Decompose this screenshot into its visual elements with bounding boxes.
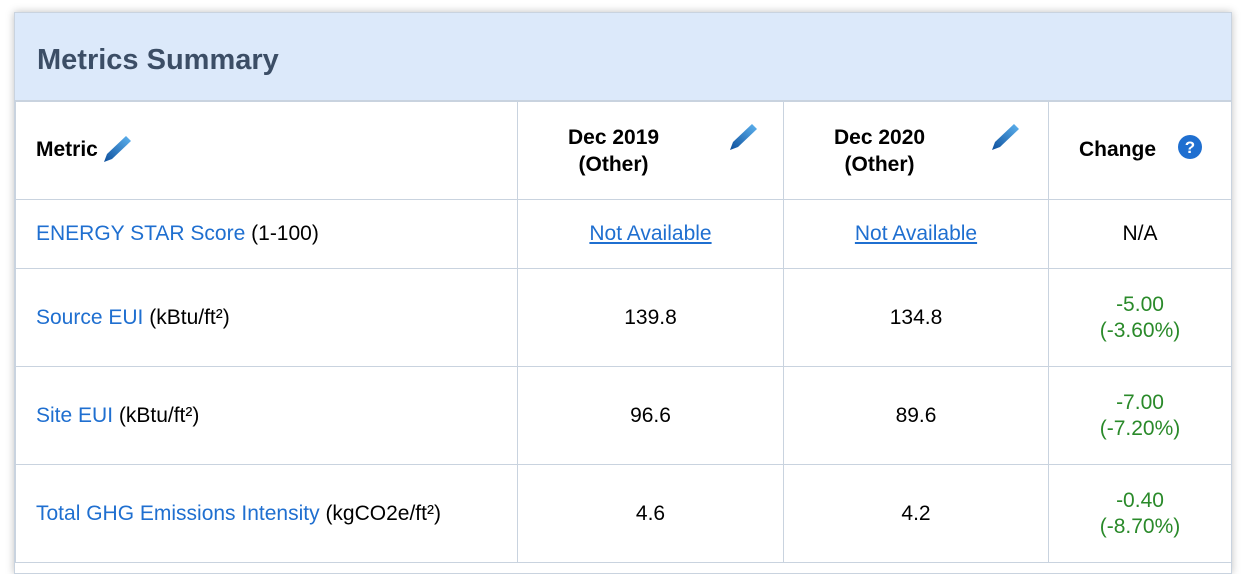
edit-icon[interactable] <box>990 122 1020 152</box>
value-link[interactable]: Not Available <box>589 222 712 245</box>
metric-unit: (kBtu/ft²) <box>149 305 230 329</box>
header-line: (Other) <box>844 153 915 176</box>
change-cell: -0.40 (-8.70%) <box>1048 464 1231 563</box>
header-line: Dec 2019 <box>568 126 660 149</box>
value-text: 4.6 <box>635 501 666 525</box>
table-row: Site EUI (kBtu/ft²) 96.6 89.6 -7.00 (-7.20%) <box>15 366 1231 465</box>
value-cell: 4.6 <box>517 464 784 563</box>
change-text: -5.00 <box>1116 292 1164 316</box>
header-cell: Change ? <box>1048 101 1231 200</box>
change-cell: -7.00 (-7.20%) <box>1048 366 1231 465</box>
edit-icon[interactable] <box>728 122 758 152</box>
value-cell: 134.8 <box>783 268 1049 367</box>
table-row: Source EUI (kBtu/ft²) 139.8 134.8 -5.00 (-3.… <box>15 268 1231 367</box>
value-text: 96.6 <box>630 403 671 427</box>
header-cell: Dec 2019 (Other) <box>517 101 784 200</box>
metric-link[interactable]: Site EUI <box>36 403 114 427</box>
column-header: Dec 2019 (Other) <box>568 124 659 178</box>
value-text: 89.6 <box>895 403 937 427</box>
metrics-table: Metric Dec 2019 (Other) Dec 2020 (Other) C… <box>15 101 1231 563</box>
value-text: 139.8 <box>624 305 677 329</box>
header-cell: Metric <box>15 101 518 200</box>
table-row: ENERGY STAR Score (1-100) Not Available No… <box>15 199 1231 269</box>
metric-cell: Total GHG Emissions Intensity (kgCO2e/ft… <box>15 464 518 563</box>
change-text: (-3.60%) <box>1099 318 1181 342</box>
value-cell: 96.6 <box>517 366 784 465</box>
value-text: 134.8 <box>889 305 943 329</box>
value-cell: 4.2 <box>783 464 1049 563</box>
column-header: Dec 2020 (Other) <box>834 124 925 178</box>
value-cell: Not Available <box>517 199 784 269</box>
panel-header: Metrics Summary <box>15 13 1231 101</box>
metric-cell: Source EUI (kBtu/ft²) <box>15 268 518 367</box>
help-icon[interactable]: ? <box>1177 134 1203 160</box>
column-header: Metric <box>36 138 98 161</box>
change-text: (-7.20%) <box>1099 416 1181 440</box>
change-cell: N/A <box>1048 199 1231 269</box>
svg-text:?: ? <box>1185 138 1195 157</box>
value-text: 4.2 <box>901 501 931 525</box>
change-text: N/A <box>1122 222 1158 245</box>
metric-unit: (1-100) <box>251 222 319 245</box>
column-header: Change <box>1079 138 1157 161</box>
header-cell: Dec 2020 (Other) <box>783 101 1049 200</box>
panel-title: Metrics Summary <box>37 44 279 76</box>
change-text: (-8.70%) <box>1099 514 1181 538</box>
table-row: Total GHG Emissions Intensity (kgCO2e/ft… <box>15 464 1231 563</box>
header-line: Dec 2020 <box>834 126 926 149</box>
header-row: Metric Dec 2019 (Other) Dec 2020 (Other) C… <box>15 101 1231 200</box>
change-text: -0.40 <box>1116 488 1164 512</box>
change-cell: -5.00 (-3.60%) <box>1048 268 1231 367</box>
metric-unit: (kBtu/ft²) <box>118 403 200 427</box>
metric-cell: Site EUI (kBtu/ft²) <box>15 366 518 465</box>
value-link[interactable]: Not Available <box>854 222 978 245</box>
header-line: (Other) <box>578 153 649 176</box>
metric-unit: (kgCO2e/ft²) <box>325 501 441 525</box>
metrics-panel: Metrics Summary Metric Dec 2019 (Other) D… <box>14 12 1232 574</box>
metric-link[interactable]: ENERGY STAR Score <box>36 222 246 245</box>
value-cell: Not Available <box>783 199 1049 269</box>
change-text: -7.00 <box>1116 390 1164 414</box>
metric-cell: ENERGY STAR Score (1-100) <box>15 199 518 269</box>
edit-icon[interactable] <box>102 134 132 164</box>
value-cell: 139.8 <box>517 268 784 367</box>
value-cell: 89.6 <box>783 366 1049 465</box>
metric-link[interactable]: Total GHG Emissions Intensity <box>36 501 320 525</box>
metric-link[interactable]: Source EUI <box>36 305 144 329</box>
